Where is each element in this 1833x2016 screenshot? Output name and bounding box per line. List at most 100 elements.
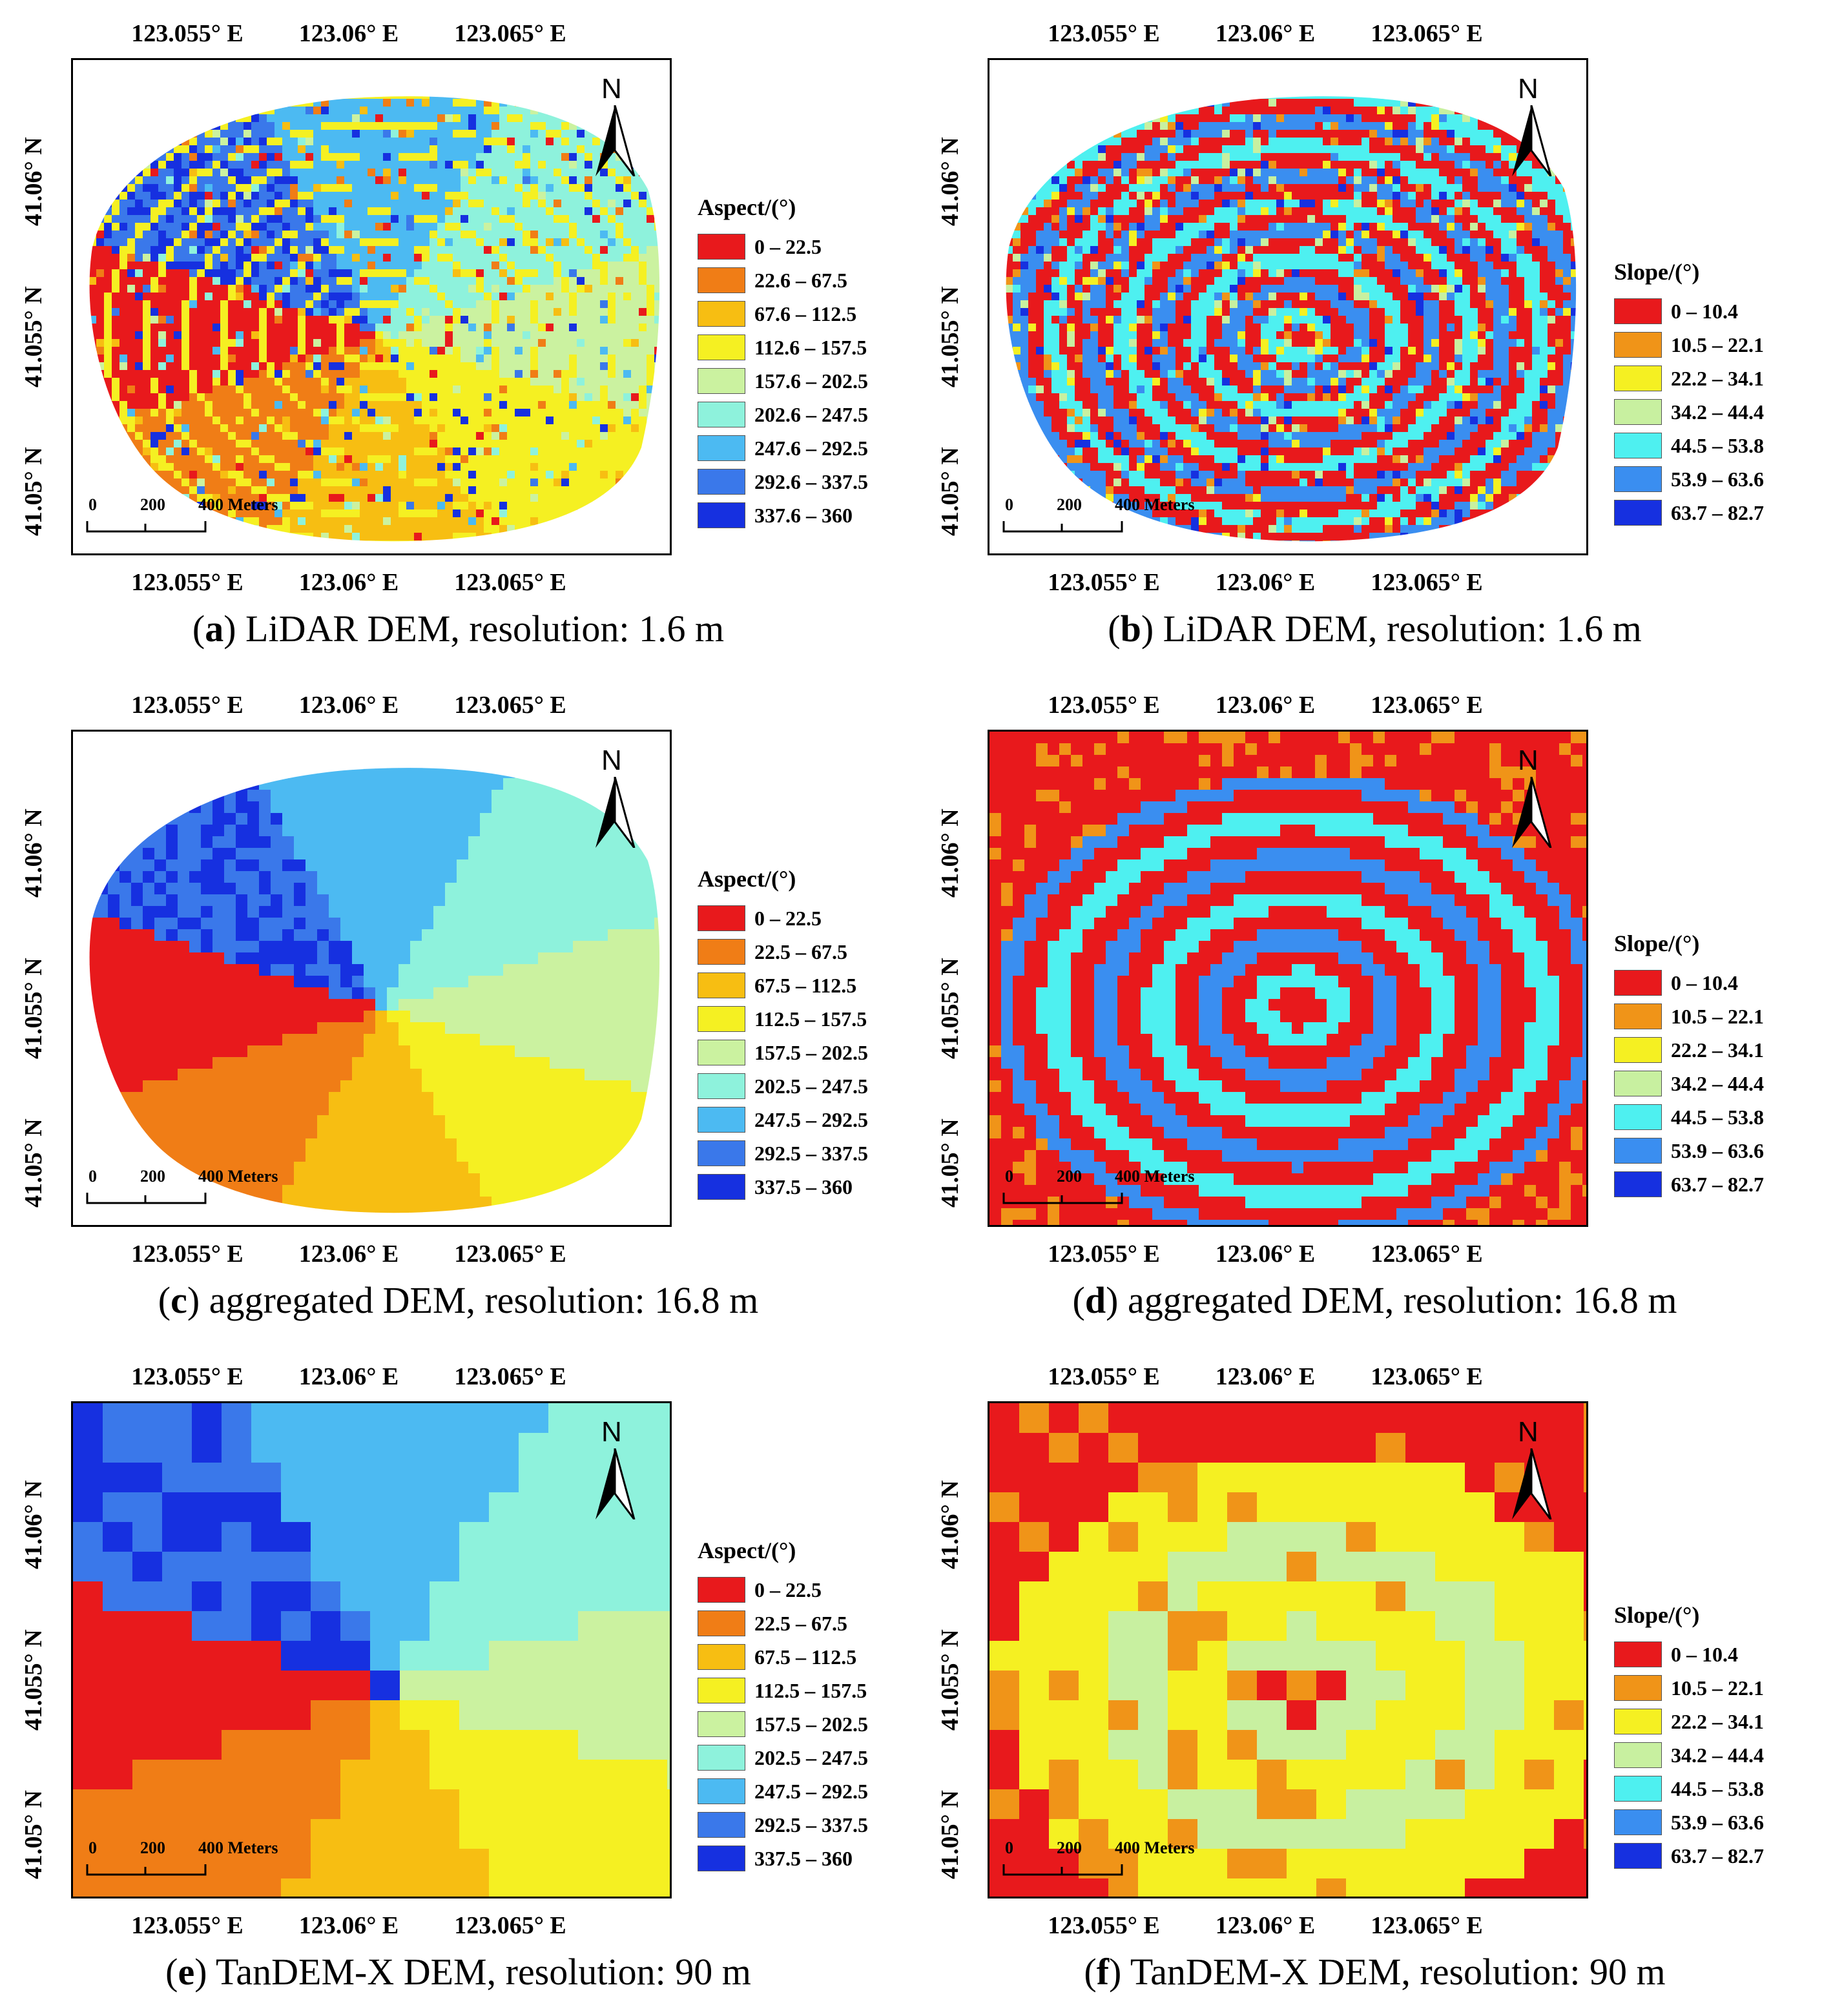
legend-item: 157.6 – 202.5 <box>698 364 917 398</box>
scale-bar: 0 200 400 Meters <box>86 495 278 540</box>
scale-bar-label: 400 Meters <box>1115 1838 1195 1857</box>
legend-item: 292.6 – 337.5 <box>698 465 917 499</box>
legend-item: 34.2 – 44.4 <box>1614 395 1833 429</box>
legend-swatch <box>1614 1776 1662 1802</box>
y-tick-label: 41.06° N <box>937 1480 964 1569</box>
legend-swatch <box>1614 466 1662 492</box>
x-tick-label-bottom: 123.065° E <box>454 1240 566 1268</box>
map-frame: N 0 200 400 Meters <box>71 58 672 555</box>
scale-bar: 0 200 400 Meters <box>1002 495 1194 540</box>
legend-swatch <box>698 1610 745 1636</box>
panel-caption-text: LiDAR DEM, resolution: 1.6 m <box>245 608 725 650</box>
legend-title: Aspect/(°) <box>698 1538 796 1563</box>
legend-item: 247.5 – 292.5 <box>698 1774 917 1808</box>
x-tick-label-top: 123.06° E <box>298 20 399 47</box>
legend-label: 63.7 – 82.7 <box>1671 1844 1764 1867</box>
map-frame: N 0 200 400 Meters <box>71 1401 672 1898</box>
panel-letter: a <box>205 608 224 650</box>
scale-bar-label: 400 Meters <box>198 1838 278 1857</box>
legend-label: 0 – 10.4 <box>1671 1642 1738 1666</box>
map-panel-b: 123.055° E 123.06° E 123.065° E 123.055° E 1… <box>916 0 1833 672</box>
raster-map <box>73 1403 670 1897</box>
legend-swatch <box>698 972 745 998</box>
legend-swatch <box>1614 1675 1662 1701</box>
x-tick-label-bottom: 123.065° E <box>454 1912 566 1939</box>
legend-label: 157.5 – 202.5 <box>754 1712 868 1736</box>
panel-letter: e <box>178 1951 195 1993</box>
legend-label: 247.5 – 292.5 <box>754 1779 868 1803</box>
panel-caption-text: LiDAR DEM, resolution: 1.6 m <box>1163 608 1642 650</box>
legend-item: 0 – 10.4 <box>1614 1638 1833 1671</box>
legend-label: 202.5 – 247.5 <box>754 1074 868 1098</box>
x-tick-label-bottom: 123.06° E <box>1215 569 1316 596</box>
map-frame: N 0 200 400 Meters <box>988 1401 1588 1898</box>
legend-swatch <box>698 1006 745 1032</box>
legend-label: 44.5 – 53.8 <box>1671 433 1764 457</box>
legend-label: 292.5 – 337.5 <box>754 1813 868 1836</box>
panel-caption: (e) TanDEM-X DEM, resolution: 90 m <box>165 1951 751 1993</box>
legend-label: 0 – 10.4 <box>1671 299 1738 323</box>
scale-bar-line <box>1002 1864 1123 1876</box>
x-tick-label-bottom: 123.055° E <box>131 1912 243 1939</box>
legend-label: 157.5 – 202.5 <box>754 1040 868 1064</box>
legend-item: 247.5 – 292.5 <box>698 1103 917 1137</box>
legend-item: 22.5 – 67.5 <box>698 935 917 969</box>
y-tick-label: 41.05° N <box>937 1790 964 1879</box>
panel-letter: b <box>1120 608 1141 650</box>
legend-swatch <box>698 267 745 293</box>
map-panel-c: 123.055° E 123.06° E 123.065° E 123.055° E 1… <box>0 672 916 1343</box>
x-tick-label-top: 123.055° E <box>1048 1363 1160 1390</box>
raster-map <box>1006 96 1577 542</box>
scale-bar-label: 0 <box>88 1167 97 1186</box>
y-tick-label: 41.055° N <box>937 286 964 387</box>
x-tick-label-top: 123.055° E <box>1048 692 1160 719</box>
legend-label: 112.5 – 157.5 <box>754 1007 867 1031</box>
legend: Aspect/(°) 0 – 22.5 22.5 – 67.5 67.5 – 112.… <box>698 1537 917 1875</box>
legend-label: 202.6 – 247.5 <box>754 402 868 426</box>
scale-bar: 0 200 400 Meters <box>1002 1838 1194 1884</box>
legend-item: 44.5 – 53.8 <box>1614 1100 1833 1134</box>
map-panel-a: 123.055° E 123.06° E 123.065° E 123.055° E 1… <box>0 0 916 672</box>
legend: Slope/(°) 0 – 10.4 10.5 – 22.1 22.2 – 34.1 3… <box>1614 258 1833 530</box>
scale-bar-label: 400 Meters <box>1115 495 1195 514</box>
x-tick-label-top: 123.055° E <box>1048 20 1160 47</box>
map-frame: N 0 200 400 Meters <box>988 58 1588 555</box>
legend-item: 10.5 – 22.1 <box>1614 1671 1833 1705</box>
legend-label: 63.7 – 82.7 <box>1671 500 1764 524</box>
legend-swatch <box>1614 1003 1662 1029</box>
legend-swatch <box>698 502 745 528</box>
scale-bar-label: 200 <box>140 495 165 514</box>
raster-map <box>989 732 1586 1225</box>
legend-item: 34.2 – 44.4 <box>1614 1738 1833 1772</box>
y-tick-label: 41.06° N <box>20 808 47 898</box>
legend-swatch <box>698 234 745 260</box>
legend-label: 0 – 10.4 <box>1671 971 1738 994</box>
north-arrow-icon <box>1512 1448 1552 1519</box>
legend-label: 0 – 22.5 <box>754 234 822 258</box>
y-tick-label: 41.05° N <box>937 1118 964 1208</box>
panel-letter: c <box>171 1279 187 1321</box>
legend-item: 10.5 – 22.1 <box>1614 1000 1833 1033</box>
panel-caption: (c) aggregated DEM, resolution: 16.8 m <box>158 1279 759 1321</box>
scale-bar: 0 200 400 Meters <box>86 1167 278 1212</box>
legend-label: 34.2 – 44.4 <box>1671 1743 1764 1767</box>
legend-label: 22.5 – 67.5 <box>754 1611 847 1635</box>
legend: Slope/(°) 0 – 10.4 10.5 – 22.1 22.2 – 34.1 3… <box>1614 930 1833 1201</box>
legend-swatch <box>698 1174 745 1200</box>
legend-swatch <box>698 469 745 495</box>
legend-title: Aspect/(°) <box>698 194 796 220</box>
y-tick-label: 41.055° N <box>937 1629 964 1731</box>
y-tick-label: 41.05° N <box>20 447 47 536</box>
legend-item: 53.9 – 63.6 <box>1614 1134 1833 1167</box>
x-tick-label-top: 123.065° E <box>454 20 566 47</box>
legend-label: 67.5 – 112.5 <box>754 973 857 997</box>
legend-item: 67.5 – 112.5 <box>698 1640 917 1674</box>
legend-item: 0 – 10.4 <box>1614 294 1833 328</box>
scale-bar-label: 200 <box>1057 1838 1082 1857</box>
north-label: N <box>601 73 622 105</box>
legend-label: 44.5 – 53.8 <box>1671 1105 1764 1129</box>
map-panel-d: 123.055° E 123.06° E 123.065° E 123.055° E 1… <box>916 672 1833 1343</box>
x-tick-label-top: 123.06° E <box>298 692 399 719</box>
legend-swatch <box>698 402 745 427</box>
legend-swatch <box>1614 1171 1662 1197</box>
